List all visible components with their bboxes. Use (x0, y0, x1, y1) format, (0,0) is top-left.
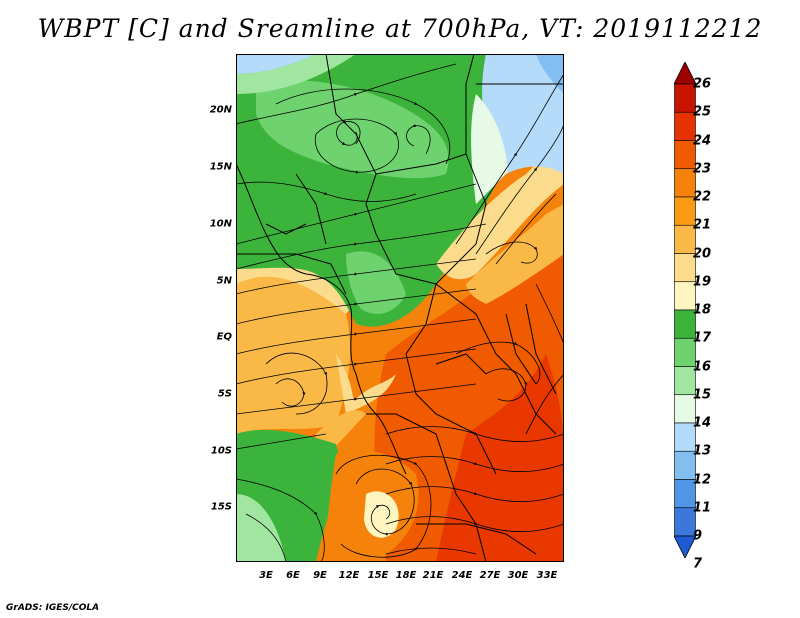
lat-label: 5N (216, 275, 232, 287)
lat-label: 20N (209, 104, 232, 116)
colorbar-label: 13 (693, 443, 712, 459)
lon-label: 27E (479, 570, 501, 581)
lat-label: 10N (209, 218, 232, 230)
colorbar-label: 9 (693, 528, 703, 544)
map-panel (236, 54, 564, 562)
fill-light-green-southwest (236, 494, 286, 562)
country-boundaries (236, 54, 564, 562)
map-title: WBPT [C] and Sreamline at 700hPa, VT: 20… (37, 14, 763, 43)
colorbar-label: 7 (693, 556, 703, 572)
lon-label: 18E (395, 570, 417, 581)
colorbar-label: 19 (693, 274, 712, 290)
lon-label: 9E (313, 570, 327, 581)
lon-label: 6E (286, 570, 300, 581)
lon-label: 30E (507, 570, 529, 581)
colorbar-label: 18 (693, 302, 712, 318)
lon-label: 15E (367, 570, 389, 581)
colorbar-label: 12 (693, 472, 712, 487)
lat-label: 15S (210, 501, 232, 513)
colorbar-label: 17 (693, 330, 712, 346)
fill-mid-green-central (346, 251, 406, 314)
fill-pale-green-northeast (471, 94, 508, 204)
fill-mid-green-north (256, 80, 449, 179)
fill-yellow-mid (336, 354, 396, 414)
colorbar-label: 21 (693, 217, 712, 233)
lat-label: EQ (216, 331, 232, 343)
colorbar-bottom-arrow (674, 535, 696, 558)
streamlines (236, 63, 564, 562)
colorbar-label: 11 (693, 500, 712, 516)
lon-label: 24E (451, 570, 473, 581)
colorbar (674, 62, 696, 558)
map-frame (236, 54, 564, 562)
fill-light-orange-west (236, 262, 351, 434)
colorbar-label: 26 (693, 76, 712, 92)
lat-label: 15N (209, 161, 232, 173)
colorbar-label: 23 (693, 161, 712, 177)
lat-label: 10S (210, 445, 232, 457)
fill-light-orange-northeast (466, 204, 564, 304)
colorbar-label: 16 (693, 359, 712, 374)
lon-label: 12E (338, 570, 360, 581)
colorbar-label: 15 (693, 387, 712, 403)
colorbar-label: 20 (693, 246, 712, 261)
colorbar-label: 22 (693, 189, 712, 205)
colorbar-label: 25 (693, 104, 712, 120)
wbpt-streamline-map (236, 54, 564, 562)
lon-label: 3E (259, 570, 273, 581)
lon-label: 21E (422, 570, 444, 581)
grads-credit: GrADS: IGES/COLA (6, 603, 100, 613)
colorbar-label: 24 (693, 133, 712, 148)
colorbar-label: 14 (693, 415, 712, 431)
lon-label: 33E (536, 570, 558, 581)
lat-label: 5S (217, 388, 232, 400)
fill-light-blue-northwest (236, 54, 316, 74)
fill-yellow-northeast (436, 134, 564, 280)
fill-pale-green-northwest (236, 54, 356, 94)
